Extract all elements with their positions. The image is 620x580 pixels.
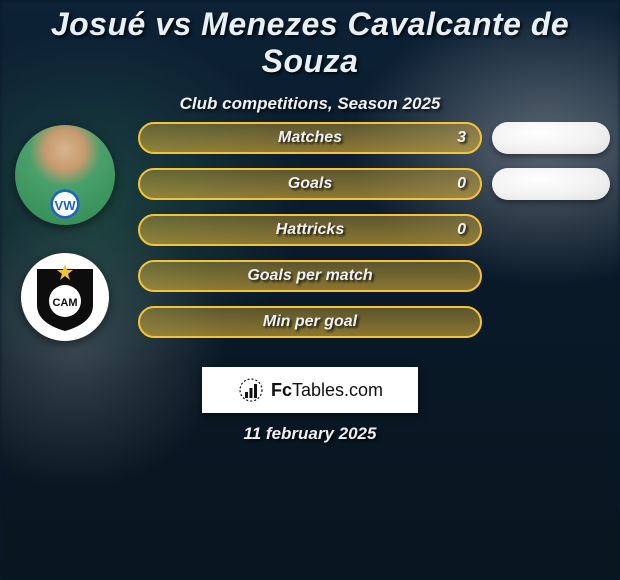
stat-bar-min-per-goal: Min per goal: [138, 306, 482, 338]
page-subtitle: Club competitions, Season 2025: [0, 94, 620, 114]
stat-label: Goals per match: [247, 267, 372, 285]
brand-badge: FcTables.com: [202, 367, 418, 413]
brand-text-bold: Fc: [271, 380, 292, 400]
shield-icon: CAM: [33, 261, 97, 333]
stat-label: Goals: [288, 175, 332, 193]
avatar-column: VW CAM: [10, 125, 120, 341]
stat-bars: Matches 3 Goals 0 Hattricks 0 Goals per …: [138, 122, 482, 338]
stat-value: 0: [457, 221, 466, 239]
stat-bar-goals: Goals 0: [138, 168, 482, 200]
stat-label: Min per goal: [263, 313, 357, 331]
stat-label: Matches: [278, 129, 342, 147]
stat-bar-goals-per-match: Goals per match: [138, 260, 482, 292]
stat-bar-hattricks: Hattricks 0: [138, 214, 482, 246]
stat-bar-matches: Matches 3: [138, 122, 482, 154]
club-crest: CAM: [21, 253, 109, 341]
brand-icon: [237, 376, 265, 404]
stat-value: 3: [457, 129, 466, 147]
svg-text:CAM: CAM: [52, 297, 77, 309]
date-label: 11 february 2025: [244, 424, 377, 444]
comparison-blob: [492, 168, 610, 200]
comparison-blob: [492, 122, 610, 154]
stat-label: Hattricks: [276, 221, 344, 239]
infographic-root: Josué vs Menezes Cavalcante de Souza Clu…: [0, 0, 620, 580]
brand-text: FcTables.com: [271, 380, 383, 401]
stat-value: 0: [457, 175, 466, 193]
comparison-blobs: [492, 122, 610, 200]
player-avatar: VW: [15, 125, 115, 225]
player-badge: VW: [55, 198, 76, 213]
brand-text-rest: Tables.com: [292, 380, 383, 400]
page-title: Josué vs Menezes Cavalcante de Souza: [0, 0, 620, 80]
